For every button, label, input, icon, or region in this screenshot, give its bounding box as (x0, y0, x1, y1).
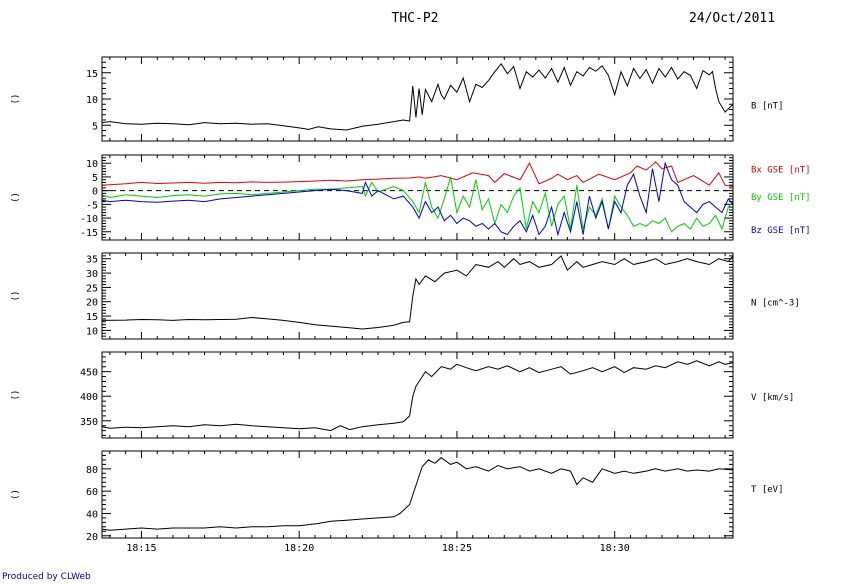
y-axis-label: () (11, 94, 21, 105)
panel-v: 350 400 450 V [km/s] () (11, 351, 794, 439)
y-tick-label: 40 (86, 509, 98, 520)
y-tick-label: 15 (86, 312, 98, 323)
x-tick-label: 18:15 (126, 543, 156, 554)
x-tick-label: 18:20 (284, 543, 314, 554)
x-tick-label: 18:25 (442, 543, 472, 554)
panel-frame (101, 56, 734, 142)
series-line (101, 457, 734, 531)
y-axis-label: () (11, 489, 21, 500)
series-label: T [eV] (751, 485, 784, 495)
y-tick-label: 25 (86, 283, 98, 294)
y-tick-label: 20 (86, 298, 98, 309)
y-axis-label: () (11, 291, 21, 302)
series-line (101, 62, 734, 131)
y-tick-label: 0 (92, 187, 98, 198)
y-tick-label: 30 (86, 269, 98, 280)
y-tick-label: 5 (92, 173, 98, 184)
series-line (101, 255, 734, 330)
panel-n: 10 15 20 25 30 35 N [cm^-3] () (11, 252, 800, 340)
y-axis-label: () (11, 192, 21, 203)
y-tick-label: 60 (86, 487, 98, 498)
y-tick-label: -10 (80, 214, 98, 225)
y-tick-label: 400 (80, 392, 98, 403)
panel-frame (101, 450, 734, 539)
date-label: 24/Oct/2011 (689, 11, 775, 26)
series-line (101, 176, 734, 233)
series-label: Bx GSE [nT] (751, 166, 811, 176)
time-axis: 18:15 18:20 18:25 18:30 (126, 543, 629, 554)
y-axis-label: () (11, 390, 21, 401)
y-tick-label: -5 (86, 200, 98, 211)
series-label: Bz GSE [nT] (751, 226, 811, 236)
credit-label: Produced by CLWeb (2, 572, 91, 582)
mission-title: THC-P2 (392, 11, 439, 26)
x-tick-label: 18:30 (600, 543, 630, 554)
series-label: V [km/s] (751, 393, 794, 403)
y-tick-label: -15 (80, 228, 98, 239)
panel-b: 5 10 15 B [nT] () (11, 56, 784, 142)
y-tick-label: 350 (80, 417, 98, 428)
y-tick-label: 450 (80, 368, 98, 379)
panel-t: 20 40 60 80 T [eV] () (11, 450, 784, 543)
series-label: By GSE [nT] (751, 193, 811, 203)
y-tick-label: 10 (86, 159, 98, 170)
y-tick-label: 15 (86, 69, 98, 80)
series-line (101, 161, 734, 237)
y-tick-label: 5 (92, 121, 98, 132)
series-label: N [cm^-3] (751, 299, 800, 309)
y-tick-label: 35 (86, 255, 98, 266)
series-line (101, 161, 734, 187)
y-tick-label: 10 (86, 326, 98, 337)
panel-stack: 5 10 15 B [nT] () 10 5 0 -5 -10 -15 Bx GSE [nT] By G… (11, 56, 811, 543)
series-line (101, 360, 734, 432)
y-tick-label: 20 (86, 532, 98, 543)
panel-frame (101, 252, 734, 340)
series-label: B [nT] (751, 101, 784, 111)
panel-frame (101, 154, 734, 241)
panel-frame (101, 351, 734, 439)
y-tick-label: 10 (86, 95, 98, 106)
y-tick-label: 80 (86, 465, 98, 476)
panel-bgse: 10 5 0 -5 -10 -15 Bx GSE [nT] By GSE [nT] Bz GSE… (11, 154, 811, 241)
